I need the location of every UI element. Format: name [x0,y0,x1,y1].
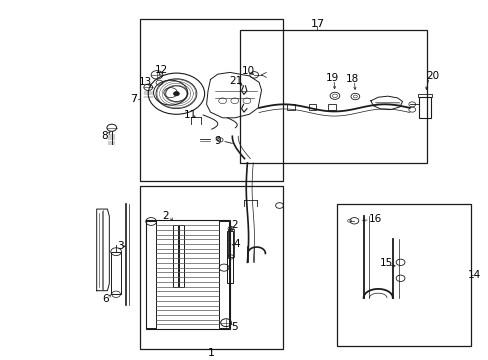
Text: 2: 2 [162,211,169,221]
Text: 8: 8 [102,131,108,140]
Bar [146,220,229,329]
Text: 5: 5 [231,322,238,332]
Text: 12: 12 [155,65,168,75]
Text: 13: 13 [139,77,152,87]
Bar [146,221,156,328]
Bar [173,225,178,287]
Bar [417,94,431,97]
Text: 19: 19 [325,73,338,83]
Text: 1: 1 [207,348,215,358]
Text: 20: 20 [426,71,439,81]
Bar [219,221,228,328]
Text: 14: 14 [467,270,480,280]
Text: 2: 2 [231,220,238,230]
Text: 10: 10 [242,66,254,76]
Bar [227,231,233,283]
Text: 17: 17 [310,19,324,30]
Bar [239,30,426,163]
Bar [327,104,335,111]
Bar [140,19,283,181]
Bar [227,229,233,257]
Bar [336,204,469,346]
Text: 11: 11 [183,110,196,120]
Circle shape [173,91,179,96]
Bar [418,96,430,118]
Text: 7: 7 [130,94,138,104]
Text: 9: 9 [214,136,220,145]
Text: 16: 16 [368,213,382,224]
Text: 4: 4 [233,239,240,249]
Text: 21: 21 [229,76,243,86]
Bar [140,186,283,349]
Bar [179,225,184,287]
Bar [111,252,121,294]
Text: 15: 15 [379,258,392,268]
Text: 6: 6 [102,294,108,304]
Text: 3: 3 [117,241,123,251]
Bar [308,104,316,111]
Text: 18: 18 [345,74,358,84]
Bar [286,104,294,111]
